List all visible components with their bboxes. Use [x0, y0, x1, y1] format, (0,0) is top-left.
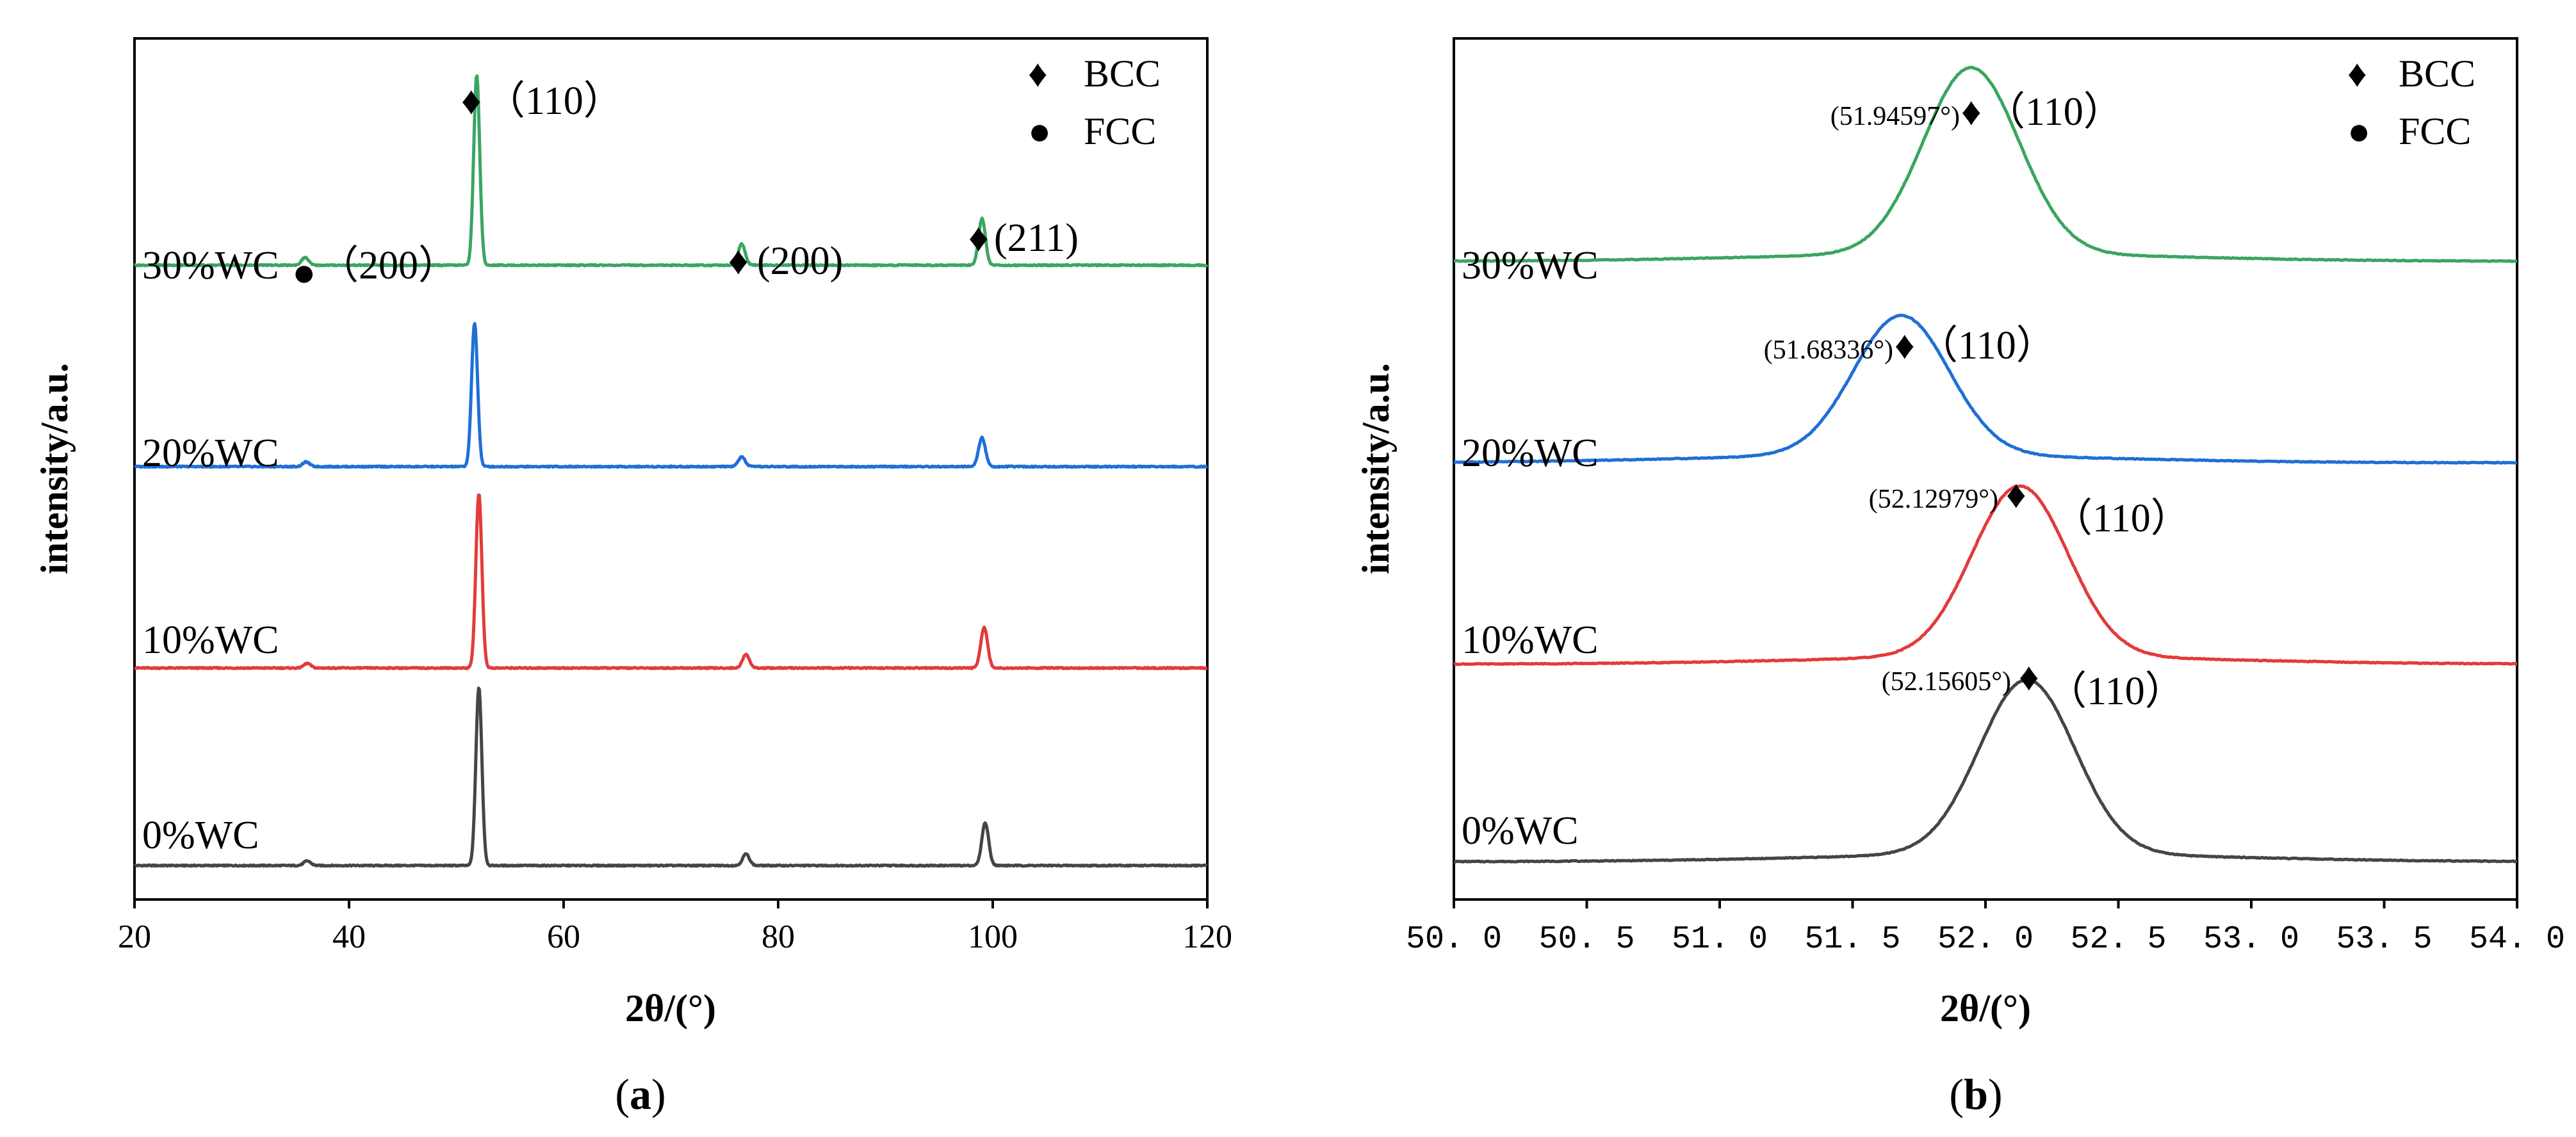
- panel-b-x-tick-label-8: 54. 0: [2469, 921, 2565, 958]
- panel-b-x-axis-title: 2θ/(°): [1940, 987, 2031, 1029]
- panel-a-x-ticks: 20 40 60 80 100 120: [118, 899, 1232, 955]
- panel-b-legend-fcc-label: FCC: [2399, 110, 2471, 152]
- panel-a-legend-bcc-marker: ♦: [1028, 52, 1048, 95]
- panel-a-x-tick-label-3: 80: [762, 919, 795, 955]
- panel-b-series-label-10wc: 10%WC: [1462, 618, 1599, 662]
- panel-b: 50. 0 50. 5 51. 0 51. 5 52. 0 52. 5 53. 0 53. 5…: [1355, 37, 2565, 1118]
- panel-a-x-tick-label-5: 120: [1182, 919, 1232, 955]
- panel-b-x-tick-label-4: 52. 0: [1937, 921, 2034, 958]
- panel-a-caption: (a): [615, 1070, 665, 1118]
- panel-b-peak-30wc-marker: ♦: [1961, 90, 1982, 134]
- panel-b-x-tick-label-3: 51. 5: [1804, 921, 1900, 958]
- panel-a-peak-110-label: （110）: [485, 79, 623, 123]
- panel-b-trace-10wc: [1453, 484, 2518, 666]
- panel-a-traces: [133, 74, 1209, 868]
- panel-b-x-tick-label-1: 50. 5: [1538, 921, 1634, 958]
- panel-a-peak-211-marker: ♦: [968, 216, 989, 260]
- panel-a-y-axis-title: intensity/a.u.: [33, 363, 76, 574]
- panel-b-peak-20wc-label: （110）: [1918, 324, 2056, 367]
- panel-a-peak-fcc-200-marker: ●: [292, 251, 316, 294]
- panel-b-peak-0wc-marker: ♦: [2019, 656, 2039, 699]
- panel-b-traces: [1453, 65, 2518, 864]
- panel-b-series-label-30wc: 30%WC: [1462, 244, 1599, 287]
- panel-a-x-axis-title: 2θ/(°): [625, 987, 716, 1029]
- panel-a-trace-20wc: [133, 322, 1209, 469]
- panel-a-series-label-30wc: 30%WC: [142, 244, 279, 287]
- panel-a-x-tick-label-2: 60: [547, 919, 580, 955]
- panel-b-series-label-0wc: 0%WC: [1462, 809, 1579, 853]
- panel-a-peak-fcc-200-label: （200）: [319, 244, 458, 287]
- panel-a-x-tick-label-0: 20: [118, 919, 151, 955]
- panel-b-x-tick-label-0: 50. 0: [1406, 921, 1502, 958]
- panel-a-peak-110-marker: ♦: [461, 79, 482, 123]
- panel-a-peak-bcc-200-label: (200): [757, 239, 843, 283]
- panel-b-peak-0wc-label: （110）: [2047, 670, 2185, 713]
- panel-b-legend-bcc-label: BCC: [2399, 52, 2475, 95]
- panel-b-legend-bcc-marker: ♦: [2347, 52, 2367, 95]
- panel-a-trace-0wc: [133, 686, 1209, 868]
- panel-a-series-label-10wc: 10%WC: [142, 618, 279, 662]
- panel-b-series-label-20wc: 20%WC: [1462, 431, 1599, 475]
- panel-a: 20 40 60 80 100 120 intensity/a.u. 2θ/(°) (a)…: [33, 37, 1232, 1118]
- panel-b-legend: ♦ BCC ● FCC: [2347, 52, 2475, 152]
- panel-b-trace-30wc: [1453, 65, 2518, 263]
- panel-b-peak-20wc-position: (51.68336°): [1764, 335, 1893, 365]
- panel-a-peak-bcc-200-marker: ♦: [728, 239, 749, 283]
- panel-b-legend-fcc-marker: ●: [2347, 110, 2370, 152]
- panel-a-legend-fcc-marker: ●: [1028, 110, 1051, 152]
- panel-a-series-label-0wc: 0%WC: [142, 814, 259, 857]
- panel-a-trace-30wc: [133, 74, 1209, 268]
- panel-b-peak-0wc-position: (52.15605°): [1882, 667, 2011, 697]
- panel-a-x-tick-label-1: 40: [332, 919, 366, 955]
- panel-a-x-tick-label-4: 100: [968, 919, 1018, 955]
- panel-b-x-ticks: 50. 0 50. 5 51. 0 51. 5 52. 0 52. 5 53. 0 53. 5…: [1406, 899, 2565, 958]
- panel-b-peak-30wc-position: (51.94597°): [1830, 102, 1960, 131]
- panel-b-peak-30wc-label: （110）: [1985, 90, 2123, 134]
- panel-b-x-tick-label-2: 51. 0: [1672, 921, 1768, 958]
- panel-b-trace-0wc: [1453, 677, 2518, 864]
- panel-b-y-axis-title: intensity/a.u.: [1355, 363, 1397, 574]
- panel-a-legend-fcc-label: FCC: [1084, 110, 1156, 152]
- panel-b-peak-10wc-label: （110）: [2053, 497, 2190, 540]
- panel-a-legend-bcc-label: BCC: [1084, 52, 1161, 95]
- panel-a-trace-10wc: [133, 493, 1209, 670]
- panel-b-caption: (b): [1949, 1070, 2002, 1118]
- panel-a-plot-frame: [133, 37, 1209, 901]
- panel-b-x-tick-label-7: 53. 5: [2336, 921, 2432, 958]
- panel-b-plot-frame: [1453, 37, 2518, 901]
- panel-a-series-label-20wc: 20%WC: [142, 431, 279, 475]
- panel-b-peak-10wc-position: (52.12979°): [1869, 485, 1998, 514]
- panel-b-peak-20wc-marker: ♦: [1895, 324, 1915, 367]
- panel-b-trace-20wc: [1453, 313, 2518, 465]
- panel-b-x-tick-label-6: 53. 0: [2203, 921, 2299, 958]
- panel-b-peak-10wc-marker: ♦: [2006, 473, 2026, 517]
- panel-b-x-tick-label-5: 52. 5: [2070, 921, 2166, 958]
- panel-a-legend: ♦ BCC ● FCC: [1028, 52, 1161, 152]
- panel-a-peak-211-label: (211): [994, 216, 1079, 260]
